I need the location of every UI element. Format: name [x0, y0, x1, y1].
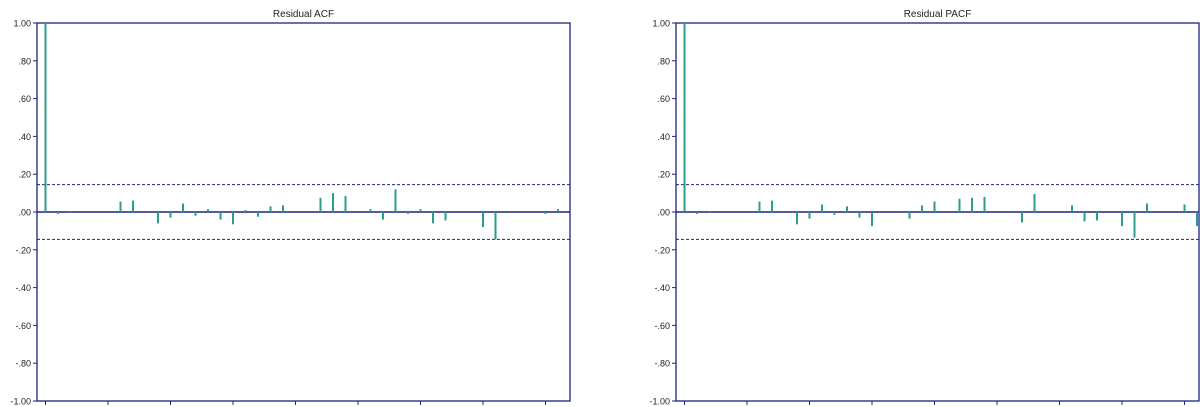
y-tick-label: -.20	[15, 245, 31, 255]
acf-bar-lag-32	[432, 212, 434, 224]
acf-bar-lag-2	[57, 212, 59, 214]
acf-bar-lag-10	[157, 212, 159, 224]
pacf-bar-lag-8	[771, 200, 773, 212]
pacf-bar-lag-1	[683, 23, 686, 212]
pacf-bar-lag-21	[933, 201, 936, 212]
y-tick-label: .40	[657, 132, 670, 142]
acf-bar-lag-37	[494, 212, 497, 240]
acf-bar-lag-20	[282, 205, 284, 212]
y-tick-label: -1.00	[649, 397, 670, 407]
acf-bar-lag-3	[69, 211, 72, 213]
acf-bar-lag-33	[444, 212, 447, 221]
pacf-bar-lag-37	[1133, 212, 1136, 238]
y-tick-label: -.40	[15, 283, 31, 293]
y-tick-label: .60	[657, 94, 670, 104]
pacf-bar-lag-10	[796, 212, 798, 225]
pacf-bar-lag-29	[1033, 194, 1036, 212]
acf-bar-lag-25	[344, 195, 347, 212]
pacf-bar-lag-32	[1071, 205, 1073, 212]
acf-bar-lag-12	[182, 203, 184, 212]
y-tick-label: .20	[657, 170, 670, 180]
residual-pacf-chart: Residual PACF 1.00 .80 .60 .40 .20 .00 -.20 -.40…	[649, 9, 1200, 407]
pacf-bar-lag-19	[908, 212, 911, 219]
residual-acf-chart: Residual ACF 1.00 .80 .60 .40 .20 .00 -.20 -.40 -…	[10, 9, 571, 407]
pacf-bar-lag-16	[871, 212, 873, 227]
y-tick-label: .40	[18, 132, 31, 142]
acf-bar-lag-1	[44, 23, 47, 212]
y-tick-label: -.60	[15, 321, 31, 331]
y-tick-label: .20	[18, 170, 31, 180]
y-tick-label: 1.00	[13, 19, 31, 29]
pacf-bar-lag-28	[1021, 212, 1023, 223]
pacf-bar-lag-38	[1146, 203, 1148, 212]
pacf-bar-lag-14	[846, 206, 848, 212]
acf-bar-lag-29	[394, 189, 397, 212]
pacf-bar-lag-33	[1083, 212, 1086, 222]
acf-bar-lag-15	[219, 212, 222, 220]
acf-bar-lag-24	[332, 193, 334, 212]
y-tick-label: -.20	[654, 245, 670, 255]
y-tick-label: .80	[18, 56, 31, 66]
chart-title: Residual PACF	[904, 9, 972, 20]
acf-bar-lag-16	[232, 212, 234, 225]
y-tick-label: -.80	[654, 359, 670, 369]
chart-title: Residual ACF	[273, 9, 334, 20]
acf-bar-lag-31	[419, 209, 422, 212]
pacf-bar-lag-11	[808, 212, 811, 219]
acf-bar-lag-8	[132, 200, 134, 212]
pacf-bar-lag-7	[758, 201, 761, 212]
y-tick-label: .00	[657, 208, 670, 218]
acf-bar-lag-36	[482, 212, 484, 228]
acf-bar-lag-28	[382, 212, 384, 220]
pacf-bar-lag-41	[1183, 204, 1186, 212]
pacf-bar-lag-42	[1196, 212, 1198, 227]
pacf-bar-lag-2	[696, 212, 698, 214]
y-tick-label: -.40	[654, 283, 670, 293]
pacf-bar-lag-15	[858, 212, 861, 218]
y-tick-label: .80	[657, 56, 670, 66]
pacf-bar-lag-3	[708, 211, 711, 213]
acf-bar-lag-30	[407, 212, 409, 214]
pacf-bar-lag-25	[983, 196, 986, 212]
pacf-bar-lag-23	[958, 198, 961, 212]
y-tick-label: .60	[18, 94, 31, 104]
y-tick-label: -.60	[654, 321, 670, 331]
acf-bar-lag-19	[269, 206, 272, 212]
pacf-bar-lag-12	[821, 204, 823, 212]
acf-bar-lag-23	[319, 197, 322, 212]
acf-bar-lag-7	[119, 201, 122, 212]
y-tick-label: -.80	[15, 359, 31, 369]
y-tick-label: .00	[18, 208, 31, 218]
acf-bar-lag-14	[207, 209, 209, 212]
y-tick-label: -1.00	[10, 397, 31, 407]
pacf-bar-lag-13	[833, 212, 836, 215]
acf-bar-lag-11	[169, 212, 172, 218]
pacf-bar-lag-20	[921, 205, 923, 212]
pacf-bar-lag-36	[1121, 212, 1123, 227]
y-tick-label: 1.00	[652, 19, 670, 29]
pacf-bar-lag-34	[1096, 212, 1098, 221]
acf-bar-lag-18	[257, 212, 259, 217]
acf-bar-lag-13	[194, 212, 197, 216]
acf-bar-lag-27	[369, 209, 372, 212]
pacf-bar-lag-24	[971, 197, 973, 212]
acf-bar-lag-41	[544, 212, 547, 214]
acf-bar-lag-17	[244, 210, 247, 212]
acf-bar-lag-42	[557, 209, 559, 212]
